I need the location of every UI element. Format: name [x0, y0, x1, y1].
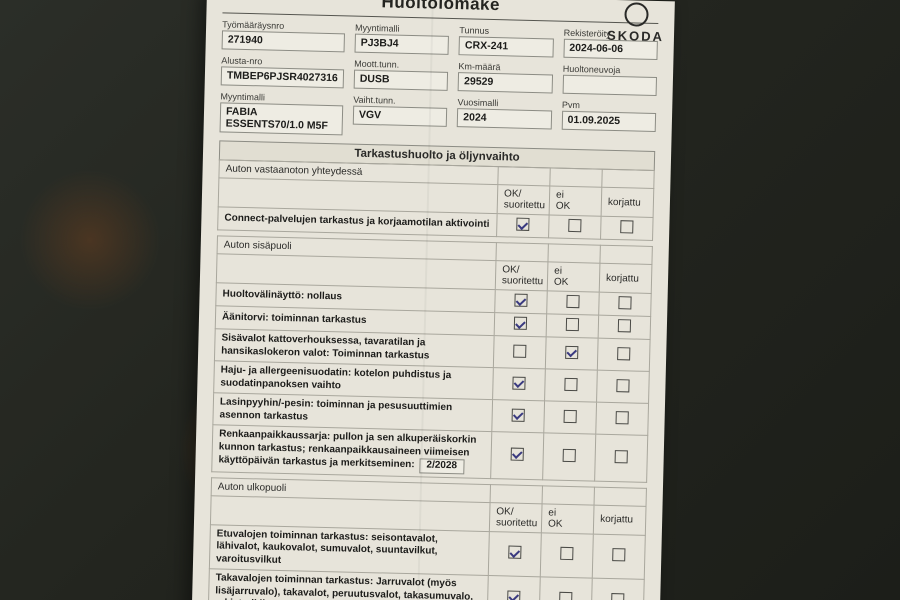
section3-row-0-notok-checkbox[interactable] — [540, 532, 593, 578]
section2-row-0-fixed-checkbox[interactable] — [599, 292, 652, 316]
section1-col-notok: ei OK — [549, 186, 602, 216]
document-title: Huoltolomake — [223, 0, 659, 19]
section3-row-1-ok-checkbox[interactable] — [487, 576, 540, 600]
section2-row-1-fixed-checkbox[interactable] — [598, 315, 651, 339]
section2-row-0-notok-checkbox[interactable] — [547, 291, 600, 315]
info-field-0: Työmääräysnro 271940 — [222, 19, 346, 52]
document-body: Huoltolomake SKODA Työmääräysnro 271940 … — [189, 0, 675, 600]
section2-row-5-notok-checkbox[interactable] — [543, 433, 596, 481]
info-field-6: Km-määrä 29529 — [458, 61, 553, 93]
info-field-2: Tunnus CRX-241 — [459, 25, 554, 57]
section1-row-0-notok-checkbox[interactable] — [549, 215, 602, 239]
section2-row-2-ok-checkbox[interactable] — [493, 336, 546, 369]
info-value-mileage[interactable]: 29529 — [458, 72, 553, 93]
section2-row-5-fixed-checkbox[interactable] — [595, 434, 648, 482]
section1-row-0-ok-checkbox[interactable] — [497, 214, 550, 238]
section2-row-2-notok-checkbox[interactable] — [545, 337, 598, 370]
info-field-9: Vaiht.tunn. VGV — [352, 95, 447, 138]
info-value-date[interactable]: 01.09.2025 — [561, 111, 656, 132]
vehicle-info-grid: Työmääräysnro 271940 Myyntimalli PJ3BJ4 … — [220, 19, 659, 143]
section2-row-4-notok-checkbox[interactable] — [544, 401, 597, 434]
section2-col-notok: ei OK — [547, 262, 600, 292]
info-field-10: Vuosimalli 2024 — [457, 97, 552, 140]
info-field-1: Myyntimalli PJ3BJ4 — [354, 23, 449, 55]
info-value-vin[interactable]: TMBEP6PJSR4027316 — [221, 66, 344, 88]
info-field-5: Moott.tunn. DUSB — [354, 59, 449, 91]
section3-row-0-ok-checkbox[interactable] — [488, 531, 541, 577]
section2-row-2-fixed-checkbox[interactable] — [597, 338, 650, 371]
section1-col-fixed: korjattu — [601, 187, 654, 217]
section2-table: Auton sisäpuoli OK/ suoritettu ei OK korj… — [211, 235, 653, 482]
section2-row-1-notok-checkbox[interactable] — [546, 314, 599, 338]
info-value-gearcode[interactable]: VGV — [353, 106, 448, 127]
info-value-advisor[interactable] — [562, 75, 657, 96]
section2-row-4-fixed-checkbox[interactable] — [596, 402, 649, 435]
brand-logo: SKODA — [607, 2, 665, 44]
info-value-enginecode[interactable]: DUSB — [354, 70, 449, 91]
info-field-7: Huoltoneuvoja — [562, 64, 657, 96]
section3-col-ok: OK/ suoritettu — [489, 502, 542, 532]
section2-row-1-ok-checkbox[interactable] — [494, 313, 547, 337]
section3-table: Auton ulkopuoli OK/ suoritettu ei OK korj… — [205, 477, 647, 600]
info-field-8: Myyntimalli FABIA ESSENTS70/1.0 M5F — [220, 91, 344, 135]
section2-row-3-ok-checkbox[interactable] — [493, 368, 546, 401]
info-field-4: Alusta-nro TMBEP6PJSR4027316 — [221, 55, 345, 88]
tire-repair-date-field[interactable]: 2/2028 — [419, 458, 464, 474]
section2-row-5-ok-checkbox[interactable] — [491, 432, 544, 480]
info-value-plate[interactable]: CRX-241 — [459, 36, 554, 57]
brand-logo-ring — [624, 2, 649, 27]
section3-col-fixed: korjattu — [593, 505, 646, 535]
section2-col-ok: OK/ suoritettu — [495, 261, 548, 291]
info-value-workorder[interactable]: 271940 — [222, 30, 345, 52]
section2-row-4-ok-checkbox[interactable] — [492, 400, 545, 433]
section2-row-3-fixed-checkbox[interactable] — [597, 370, 650, 403]
section3-row-0-fixed-checkbox[interactable] — [592, 534, 645, 580]
section2-row-3-notok-checkbox[interactable] — [545, 369, 598, 402]
section3-row-1-notok-checkbox[interactable] — [539, 577, 592, 600]
info-value-salesmodel2[interactable]: FABIA ESSENTS70/1.0 M5F — [220, 102, 344, 135]
info-value-modelyear[interactable]: 2024 — [457, 108, 552, 129]
info-field-11: Pvm 01.09.2025 — [561, 100, 656, 143]
info-value-salesmodel[interactable]: PJ3BJ4 — [354, 34, 449, 55]
section1-col-ok: OK/ suoritettu — [497, 185, 550, 215]
section2-row-0-ok-checkbox[interactable] — [495, 290, 548, 314]
section3-col-notok: ei OK — [541, 503, 594, 533]
section1-table: Auton vastaanoton yhteydessä OK/ suorite… — [217, 159, 655, 241]
section1-row-0-fixed-checkbox[interactable] — [601, 216, 654, 240]
section3-row-1-fixed-checkbox[interactable] — [591, 578, 644, 600]
section2-col-fixed: korjattu — [599, 263, 652, 293]
service-document-paper: Huoltolomake SKODA Työmääräysnro 271940 … — [191, 0, 675, 600]
